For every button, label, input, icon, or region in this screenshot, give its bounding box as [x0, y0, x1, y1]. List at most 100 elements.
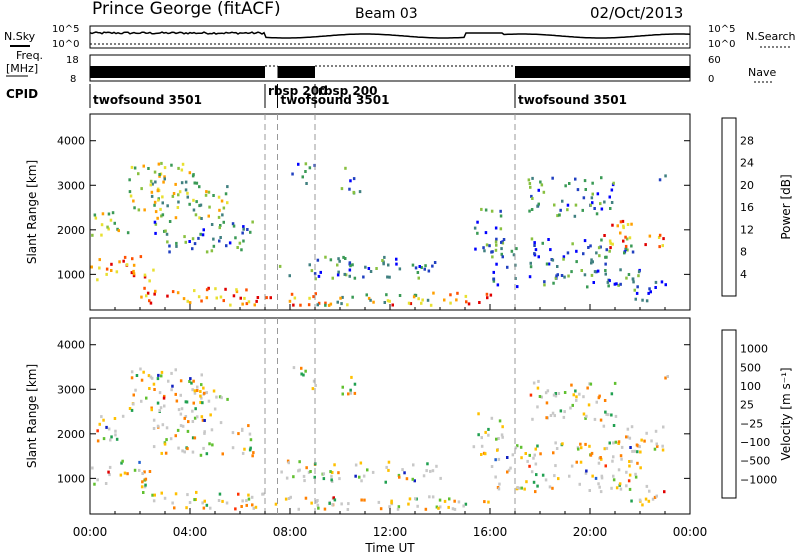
echo-cell: [220, 396, 223, 400]
echo-cell: [234, 507, 237, 511]
echo-cell: [568, 182, 571, 185]
echo-cell: [499, 214, 503, 218]
echo-cell: [314, 384, 317, 387]
echo-cell: [545, 401, 549, 405]
echo-cell: [349, 388, 352, 392]
echo-cell: [170, 163, 173, 167]
echo-cell: [501, 425, 504, 429]
echo-cell: [429, 469, 432, 473]
echo-cell: [180, 407, 184, 411]
echo-cell: [626, 223, 630, 226]
echo-cell: [237, 492, 240, 496]
echo-cell: [417, 276, 420, 280]
echo-cell: [110, 269, 113, 272]
echo-cell: [218, 208, 221, 212]
echo-cell: [597, 246, 601, 250]
echo-cell: [142, 164, 145, 168]
xaxis-label: Time UT: [364, 541, 415, 554]
echo-cell: [144, 483, 147, 487]
echo-cell: [218, 492, 222, 496]
echo-cell: [528, 182, 532, 185]
echo-cell: [352, 190, 355, 194]
echo-cell: [179, 393, 182, 397]
echo-cell: [575, 460, 578, 464]
echo-cell: [631, 250, 635, 254]
echo-cell: [156, 216, 159, 220]
y-tick-label: 3000: [57, 179, 85, 192]
echo-cell: [661, 244, 664, 248]
echo-cell: [622, 239, 625, 243]
echo-cell: [609, 207, 612, 210]
echo-cell: [411, 477, 414, 481]
echo-cell: [353, 382, 357, 386]
echo-cell: [177, 446, 180, 450]
echo-cell: [132, 263, 136, 267]
echo-cell: [613, 282, 617, 286]
echo-cell: [663, 490, 666, 494]
echo-cell: [238, 241, 242, 245]
echo-cell: [163, 229, 166, 233]
echo-cell: [347, 392, 350, 396]
echo-cell: [210, 428, 214, 432]
echo-cell: [449, 301, 452, 305]
echo-cell: [249, 438, 253, 442]
echo-cell: [148, 387, 151, 390]
echo-cell: [587, 246, 590, 249]
echo-cell: [583, 179, 587, 183]
echo-cell: [196, 415, 199, 419]
echo-cell: [341, 295, 344, 299]
echo-cell: [562, 255, 566, 259]
echo-cell: [247, 424, 250, 428]
echo-cell: [634, 297, 637, 301]
echo-cell: [176, 206, 180, 209]
echo-cell: [159, 172, 163, 176]
echo-cell: [375, 267, 378, 270]
echo-cell: [536, 444, 539, 448]
echo-cell: [205, 190, 208, 194]
echo-cell: [571, 242, 574, 246]
echo-cell: [241, 231, 244, 235]
echo-cell: [191, 420, 195, 423]
echo-cell: [578, 482, 581, 486]
echo-cell: [174, 182, 177, 186]
echo-cell: [643, 439, 646, 443]
colorbar-tick-label: 8: [740, 246, 747, 259]
echo-cell: [186, 447, 189, 451]
y-tick-label: 2000: [57, 224, 85, 237]
echo-cell: [147, 167, 150, 170]
echo-cell: [608, 249, 611, 253]
echo-cell: [625, 470, 628, 474]
echo-cell: [148, 299, 151, 303]
echo-cell: [197, 295, 201, 299]
echo-cell: [662, 425, 665, 429]
echo-cell: [157, 373, 160, 377]
echo-cell: [314, 277, 317, 281]
echo-cell: [310, 501, 313, 505]
echo-cell: [457, 500, 461, 504]
cpid-segment-label: rbsp 200: [268, 84, 327, 98]
echo-cell: [343, 272, 346, 276]
echo-cell: [544, 478, 548, 482]
nsky-tick-bottom: 10^0: [52, 39, 79, 50]
echo-cell: [332, 496, 335, 500]
echo-cell: [494, 248, 498, 252]
echo-cell: [340, 302, 343, 306]
echo-cell: [582, 412, 586, 416]
echo-cell: [93, 482, 96, 486]
cpid-segment-label: twofsound 3501: [93, 93, 202, 107]
echo-cell: [492, 277, 496, 281]
echo-cell: [390, 501, 393, 505]
echo-cell: [609, 241, 612, 245]
colorbar-tick-label: −100: [740, 436, 770, 449]
echo-cell: [583, 239, 587, 243]
echo-cell: [590, 196, 594, 200]
x-tick-label: 16:00: [473, 525, 508, 539]
echo-cell: [606, 280, 610, 284]
echo-cell: [639, 450, 642, 454]
echo-cell: [416, 504, 419, 508]
echo-cell: [476, 220, 479, 224]
echo-cell: [484, 208, 488, 212]
echo-cell: [107, 227, 110, 231]
echo-cell: [516, 486, 519, 489]
echo-cell: [438, 498, 442, 502]
